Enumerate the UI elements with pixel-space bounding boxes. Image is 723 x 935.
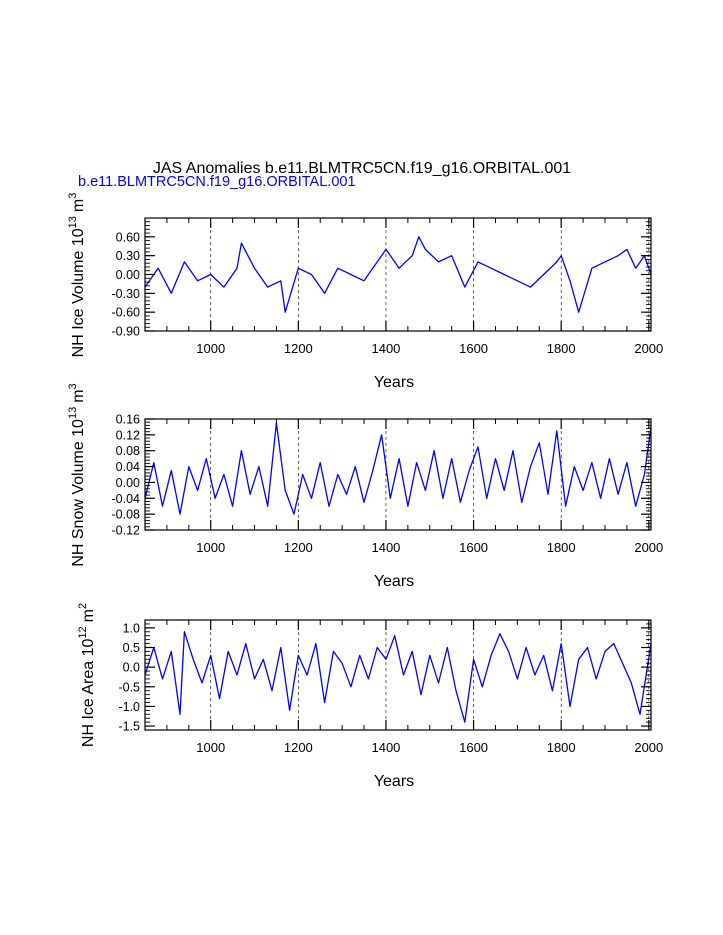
x-tick-label: 1800 <box>547 341 576 356</box>
x-tick-label: 1400 <box>371 740 400 755</box>
y-tick-label: 0.00 <box>116 268 140 282</box>
y-tick-label: 0.04 <box>116 460 140 474</box>
series-line <box>144 422 652 515</box>
y-tick-label: -0.5 <box>118 680 140 694</box>
x-tick-label: 1600 <box>459 540 488 555</box>
plot-area: 1000 1200 1400 1600 1800 2000 -0.12 -0.08 -0.04 0… <box>112 413 664 556</box>
x-tick-label: 1800 <box>547 540 576 555</box>
y-tick-label: -0.90 <box>112 325 141 339</box>
plot-frame <box>144 217 652 332</box>
panel-snow-volume: 1000 1200 1400 1600 1800 2000 -0.12 -0.08 -0.04 0… <box>67 383 663 590</box>
y-tick-label: -0.30 <box>112 287 141 301</box>
y-tick-label: 1.0 <box>123 621 140 635</box>
y-tick-label: 0.08 <box>116 444 140 458</box>
x-tick-label: 1200 <box>284 341 313 356</box>
y-tick-label: -0.08 <box>112 508 141 522</box>
series-line <box>144 236 652 313</box>
x-tick-label: 1000 <box>196 740 225 755</box>
x-tick-label: 1600 <box>459 341 488 356</box>
x-tick-label: 1000 <box>196 341 225 356</box>
y-tick-label: -0.04 <box>112 492 141 506</box>
x-axis-label: Years <box>374 374 414 391</box>
y-tick-label: -1.0 <box>118 700 140 714</box>
y-tick-label: -0.60 <box>112 306 141 320</box>
panel-ice-volume: 1000 1200 1400 1600 1800 2000 -0.90 -0.60 -0.30 0… <box>67 193 663 391</box>
y-axis-label: NH Snow Volume 1013m3 <box>67 383 87 566</box>
x-tick-label: 1200 <box>284 540 313 555</box>
y-tick-label: 0.5 <box>123 641 140 655</box>
x-axis-label: Years <box>374 573 414 590</box>
y-tick-label: 0.16 <box>116 413 140 427</box>
plot-frame <box>144 619 652 731</box>
panel-ice-area: 1000 1200 1400 1600 1800 2000 -1.5 -1.0 -0.5 0.0 0… <box>77 603 663 790</box>
y-tick-label: 0.00 <box>116 476 140 490</box>
x-tick-label: 2000 <box>634 540 663 555</box>
y-tick-label: 0.30 <box>116 249 140 263</box>
y-axis-label: NH Ice Volume 1013m3 <box>67 193 87 358</box>
series-line <box>144 631 652 723</box>
x-axis-label: Years <box>374 773 414 790</box>
x-tick-label: 1600 <box>459 740 488 755</box>
y-tick-label: 0.60 <box>116 230 140 244</box>
x-tick-label: 1000 <box>196 540 225 555</box>
x-tick-label: 1200 <box>284 740 313 755</box>
x-tick-label: 1800 <box>547 740 576 755</box>
figure-subtitle: b.e11.BLMTRC5CN.f19_g16.ORBITAL.001 <box>78 174 356 190</box>
y-axis-label: NH Ice Area 1012m2 <box>77 603 97 747</box>
x-tick-label: 2000 <box>634 740 663 755</box>
x-tick-label: 2000 <box>634 341 663 356</box>
y-tick-label: 0.12 <box>116 428 140 442</box>
y-tick-label: 0.0 <box>123 661 140 675</box>
figure-title: JAS Anomalies b.e11.BLMTRC5CN.f19_g16.OR… <box>153 160 571 177</box>
y-tick-label: -0.12 <box>112 524 141 538</box>
plot-area: 1000 1200 1400 1600 1800 2000 -0.90 -0.60 -0.30 0… <box>112 217 663 356</box>
y-tick-label: -1.5 <box>118 720 140 734</box>
plot-area: 1000 1200 1400 1600 1800 2000 -1.5 -1.0 -0.5 0.0 0… <box>118 619 663 755</box>
plot-frame <box>144 418 652 531</box>
x-tick-label: 1400 <box>371 540 400 555</box>
x-tick-label: 1400 <box>371 341 400 356</box>
